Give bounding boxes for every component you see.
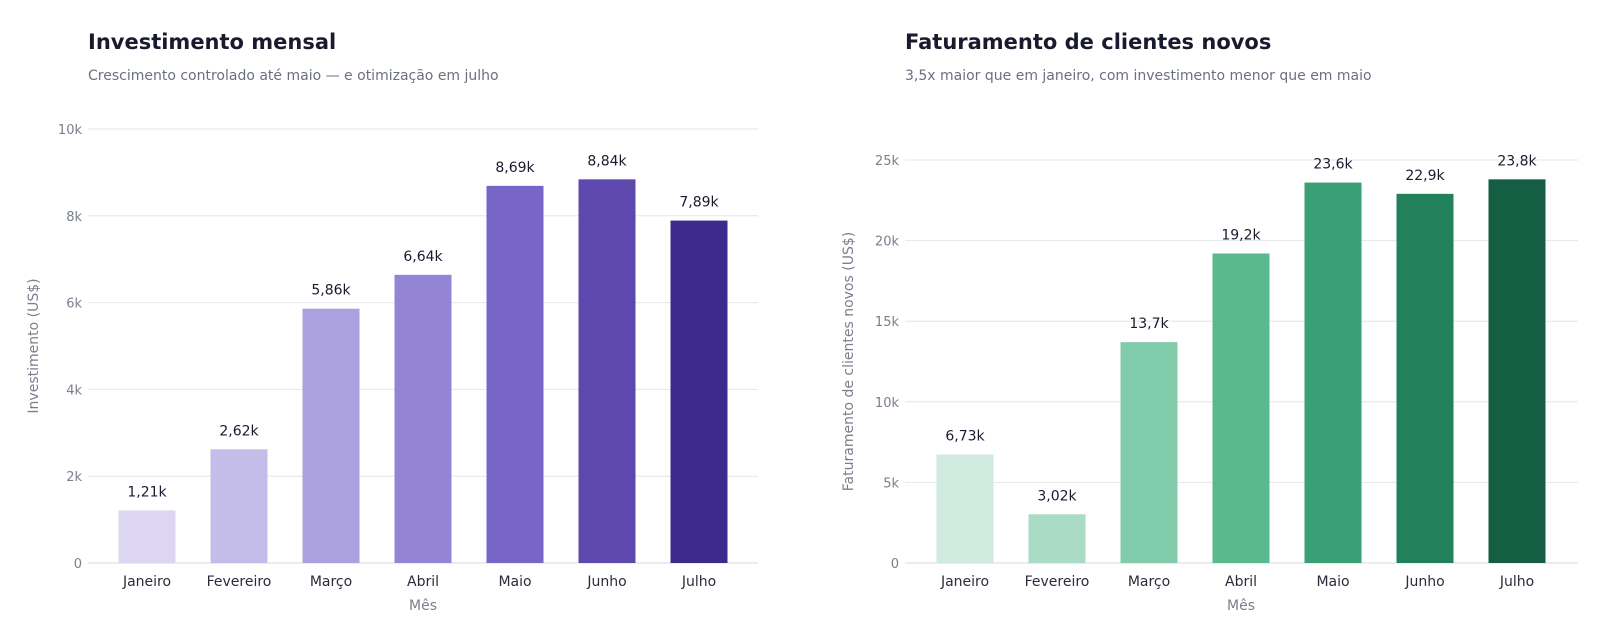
chart0-data-label: 7,89k <box>679 195 719 211</box>
chart-title-faturamento: Faturamento de clientes novos <box>905 30 1272 54</box>
chart0-y-tick-label: 2k <box>66 470 82 485</box>
chart0-bar <box>210 449 268 563</box>
chart1-y-tick-label: 25k <box>875 154 900 169</box>
chart0-bar <box>578 179 636 563</box>
chart0-data-label: 2,62k <box>219 423 259 439</box>
chart0-y-tick-label: 6k <box>66 297 82 312</box>
chart1-y-tick-label: 15k <box>875 315 900 330</box>
chart0-data-label: 1,21k <box>127 484 167 500</box>
chart1-y-tick-label: 5k <box>883 476 899 491</box>
chart0-y-axis-title: Investimento (US$) <box>26 278 42 413</box>
chart1-data-label: 13,7k <box>1129 316 1169 332</box>
chart-subtitle-faturamento: 3,5x maior que em janeiro, com investime… <box>905 68 1372 84</box>
chart1-y-axis-title: Faturamento de clientes novos (US$) <box>841 232 857 491</box>
chart0-x-tick-label: Maio <box>498 574 531 590</box>
chart0-bar <box>394 274 452 563</box>
chart1-data-label: 23,6k <box>1313 157 1353 173</box>
chart1-bar <box>936 454 994 563</box>
chart1-y-tick-label: 10k <box>875 396 900 411</box>
chart0-data-label: 6,64k <box>403 249 443 265</box>
chart1-bar <box>1396 193 1454 564</box>
chart0-x-tick-label: Abril <box>407 574 439 590</box>
chart1-x-tick-label: Março <box>1128 574 1170 590</box>
chart1-y-tick-label: 20k <box>875 235 900 250</box>
chart1-bar <box>1488 179 1546 563</box>
chart0-x-tick-label: Junho <box>586 574 626 590</box>
chart0-data-label: 5,86k <box>311 283 351 299</box>
chart1-x-tick-label: Junho <box>1404 574 1444 590</box>
chart0-bar <box>486 185 544 563</box>
chart0-data-label: 8,69k <box>495 160 535 176</box>
chart1-x-tick-label: Janeiro <box>940 574 989 590</box>
chart1-data-label: 23,8k <box>1497 153 1537 169</box>
chart1-data-label: 22,9k <box>1405 168 1445 184</box>
chart0-y-tick-label: 4k <box>66 383 82 398</box>
chart1-data-label: 3,02k <box>1037 488 1077 504</box>
chart1-x-tick-label: Julho <box>1499 574 1534 590</box>
chart0-x-axis-title: Mês <box>409 598 437 614</box>
chart0-bar <box>302 308 360 563</box>
chart1-data-label: 6,73k <box>945 429 985 445</box>
chart1-bar <box>1304 182 1362 563</box>
chart1-data-label: 19,2k <box>1221 227 1261 243</box>
chart0-y-tick-label: 8k <box>66 210 82 225</box>
chart1-bar <box>1120 342 1178 563</box>
chart0-y-tick-label: 10k <box>58 123 83 138</box>
chart1-y-tick-label: 0 <box>891 557 899 572</box>
chart0-x-tick-label: Março <box>310 574 352 590</box>
chart0-bar <box>118 510 176 563</box>
chart-subtitle-investimento: Crescimento controlado até maio — e otim… <box>88 68 499 84</box>
chart1-x-axis-title: Mês <box>1227 598 1255 614</box>
chart-title-investimento: Investimento mensal <box>88 30 337 54</box>
chart0-x-tick-label: Janeiro <box>122 574 171 590</box>
chart0-data-label: 8,84k <box>587 153 627 169</box>
chart0-y-tick-label: 0 <box>74 557 82 572</box>
chart1-x-tick-label: Fevereiro <box>1025 574 1090 590</box>
chart1-x-tick-label: Maio <box>1316 574 1349 590</box>
chart1-bar <box>1028 514 1086 563</box>
chart0-x-tick-label: Fevereiro <box>207 574 272 590</box>
chart1-x-tick-label: Abril <box>1225 574 1257 590</box>
chart1-bar <box>1212 253 1270 563</box>
chart0-x-tick-label: Julho <box>681 574 716 590</box>
chart0-bar <box>670 220 728 563</box>
